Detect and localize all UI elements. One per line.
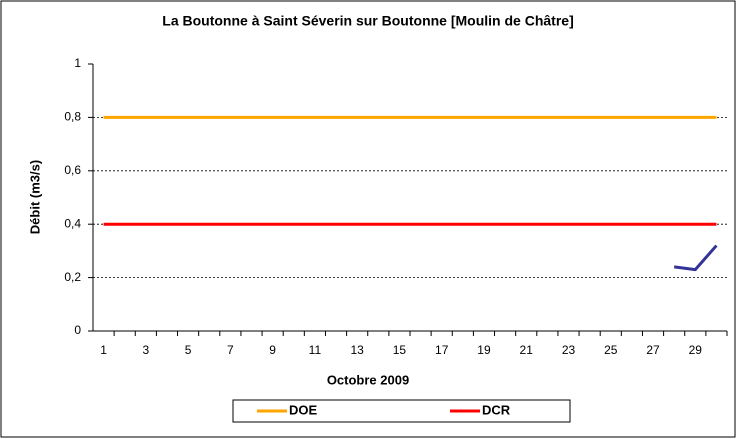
x-tick-label: 13 xyxy=(350,343,364,357)
x-tick-label: 11 xyxy=(309,343,322,357)
x-tick-label: 23 xyxy=(562,343,576,357)
x-tick-label: 21 xyxy=(520,343,534,357)
legend-box xyxy=(232,399,571,423)
chart-title: La Boutonne à Saint Séverin sur Boutonne… xyxy=(162,13,573,29)
legend-label: DCR xyxy=(482,402,511,417)
x-tick-label: 3 xyxy=(142,343,149,357)
x-tick-label: 27 xyxy=(646,343,660,357)
series-line xyxy=(673,244,718,272)
x-tick-label: 25 xyxy=(604,343,618,357)
x-tick-label: 29 xyxy=(689,343,703,357)
x-tick-label: 1 xyxy=(100,343,107,357)
y-tick-label: 0,8 xyxy=(64,110,81,124)
y-tick-label: 0 xyxy=(74,323,81,337)
x-tick-label: 15 xyxy=(393,343,407,357)
legend-label: DOE xyxy=(289,402,318,417)
x-tick-label: 19 xyxy=(477,343,491,357)
x-tick-label: 9 xyxy=(269,343,276,357)
y-tick-label: 0,2 xyxy=(64,270,81,284)
x-axis-title: Octobre 2009 xyxy=(327,372,409,387)
y-tick-label: 0,6 xyxy=(64,163,81,177)
x-tick-label: 7 xyxy=(227,343,234,357)
x-tick-label: 17 xyxy=(435,343,449,357)
x-tick-label: 5 xyxy=(185,343,192,357)
y-tick-label: 1 xyxy=(74,56,81,70)
y-tick-label: 0,4 xyxy=(64,216,81,230)
y-axis-title: Débit (m3/s) xyxy=(27,160,42,234)
